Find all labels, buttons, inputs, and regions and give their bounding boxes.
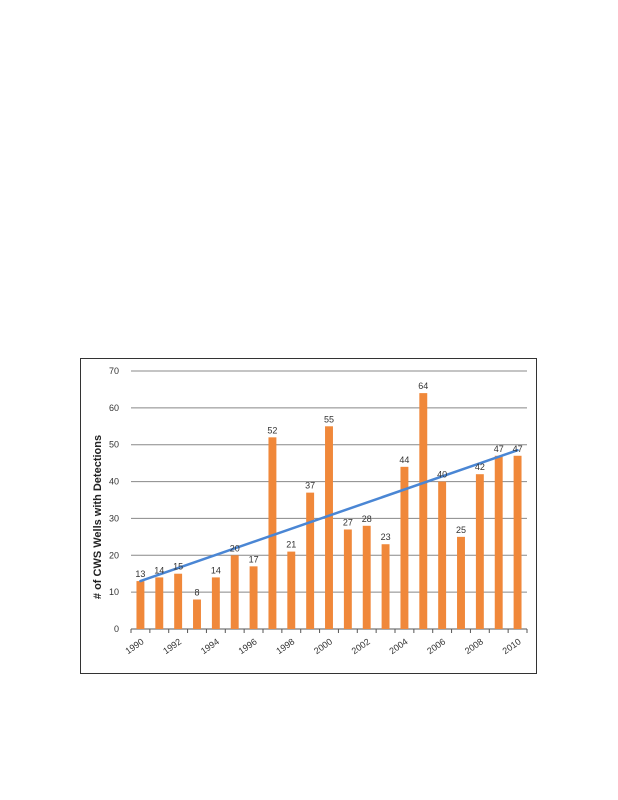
x-tick-label: 1992 bbox=[161, 636, 183, 656]
y-tick-label: 20 bbox=[109, 550, 119, 560]
y-tick-label: 30 bbox=[109, 513, 119, 523]
bar bbox=[475, 474, 484, 629]
data-label: 20 bbox=[230, 543, 240, 553]
bar bbox=[343, 529, 352, 629]
bar bbox=[230, 555, 239, 629]
x-tick-label: 2004 bbox=[387, 636, 409, 656]
bars bbox=[136, 393, 522, 629]
x-tick-label: 2010 bbox=[501, 636, 523, 656]
y-tick-label: 40 bbox=[109, 477, 119, 487]
y-tick-label: 10 bbox=[109, 587, 119, 597]
data-label: 13 bbox=[135, 569, 145, 579]
x-tick-label: 1994 bbox=[199, 636, 221, 656]
y-tick-label: 60 bbox=[109, 403, 119, 413]
bar bbox=[287, 551, 296, 629]
bar bbox=[136, 581, 145, 629]
data-label: 64 bbox=[418, 381, 428, 391]
bar bbox=[174, 573, 183, 629]
data-label: 40 bbox=[437, 470, 447, 480]
bar bbox=[268, 437, 277, 629]
bar bbox=[306, 492, 315, 629]
data-label: 14 bbox=[154, 565, 164, 575]
data-label: 47 bbox=[494, 444, 504, 454]
bar bbox=[513, 455, 522, 629]
bar bbox=[494, 455, 503, 629]
x-tick-label: 2008 bbox=[463, 636, 485, 656]
data-label: 15 bbox=[173, 562, 183, 572]
data-label: 14 bbox=[211, 565, 221, 575]
bar-chart: 13 14 15 8 14 20 17 52 21 37 55 27 28 23 44 64 40 25 42 47 4… bbox=[92, 366, 528, 656]
x-tick-label: 2000 bbox=[312, 636, 334, 656]
data-label: 28 bbox=[362, 514, 372, 524]
data-label: 55 bbox=[324, 414, 334, 424]
x-tick-label: 2002 bbox=[350, 636, 372, 656]
data-label: 23 bbox=[381, 532, 391, 542]
bar bbox=[438, 481, 447, 629]
x-axis-ticks: 1990 1992 1994 1996 1998 2000 2002 2004 2006 2008… bbox=[123, 636, 522, 656]
y-tick-label: 50 bbox=[109, 440, 119, 450]
bar bbox=[362, 525, 371, 629]
data-label: 37 bbox=[305, 481, 315, 491]
bar bbox=[249, 566, 258, 629]
y-axis-title: # of CWS Wells with Detections bbox=[92, 435, 104, 599]
data-label: 47 bbox=[513, 444, 523, 454]
data-label: 42 bbox=[475, 462, 485, 472]
data-label: 17 bbox=[249, 554, 259, 564]
trendline-line bbox=[139, 448, 519, 583]
bar bbox=[325, 426, 333, 629]
data-label: 27 bbox=[343, 517, 353, 527]
chart-frame: 13 14 15 8 14 20 17 52 21 37 55 27 28 23 44 64 40 25 42 47 4… bbox=[80, 358, 537, 674]
bar bbox=[457, 536, 465, 629]
y-tick-label: 0 bbox=[114, 624, 119, 634]
x-tick-label: 2006 bbox=[425, 636, 447, 656]
data-label: 8 bbox=[194, 588, 199, 598]
y-axis-ticks: 0 10 20 30 40 50 60 70 bbox=[109, 366, 119, 634]
bar bbox=[193, 599, 201, 629]
y-tick-label: 70 bbox=[109, 366, 119, 376]
data-label: 52 bbox=[267, 425, 277, 435]
bar bbox=[211, 577, 220, 629]
data-labels: 13 14 15 8 14 20 17 52 21 37 55 27 28 23 44 64 40 25 42 47 4… bbox=[135, 381, 522, 597]
bar bbox=[419, 393, 428, 629]
data-label: 25 bbox=[456, 525, 466, 535]
data-label: 44 bbox=[399, 455, 409, 465]
data-label: 21 bbox=[286, 540, 296, 550]
bar bbox=[400, 466, 409, 629]
x-tick-label: 1998 bbox=[274, 636, 296, 656]
x-tick-label: 1996 bbox=[237, 636, 259, 656]
bar bbox=[381, 544, 390, 629]
x-tick-label: 1990 bbox=[123, 636, 145, 656]
trendline bbox=[139, 448, 519, 583]
bar bbox=[155, 577, 164, 629]
